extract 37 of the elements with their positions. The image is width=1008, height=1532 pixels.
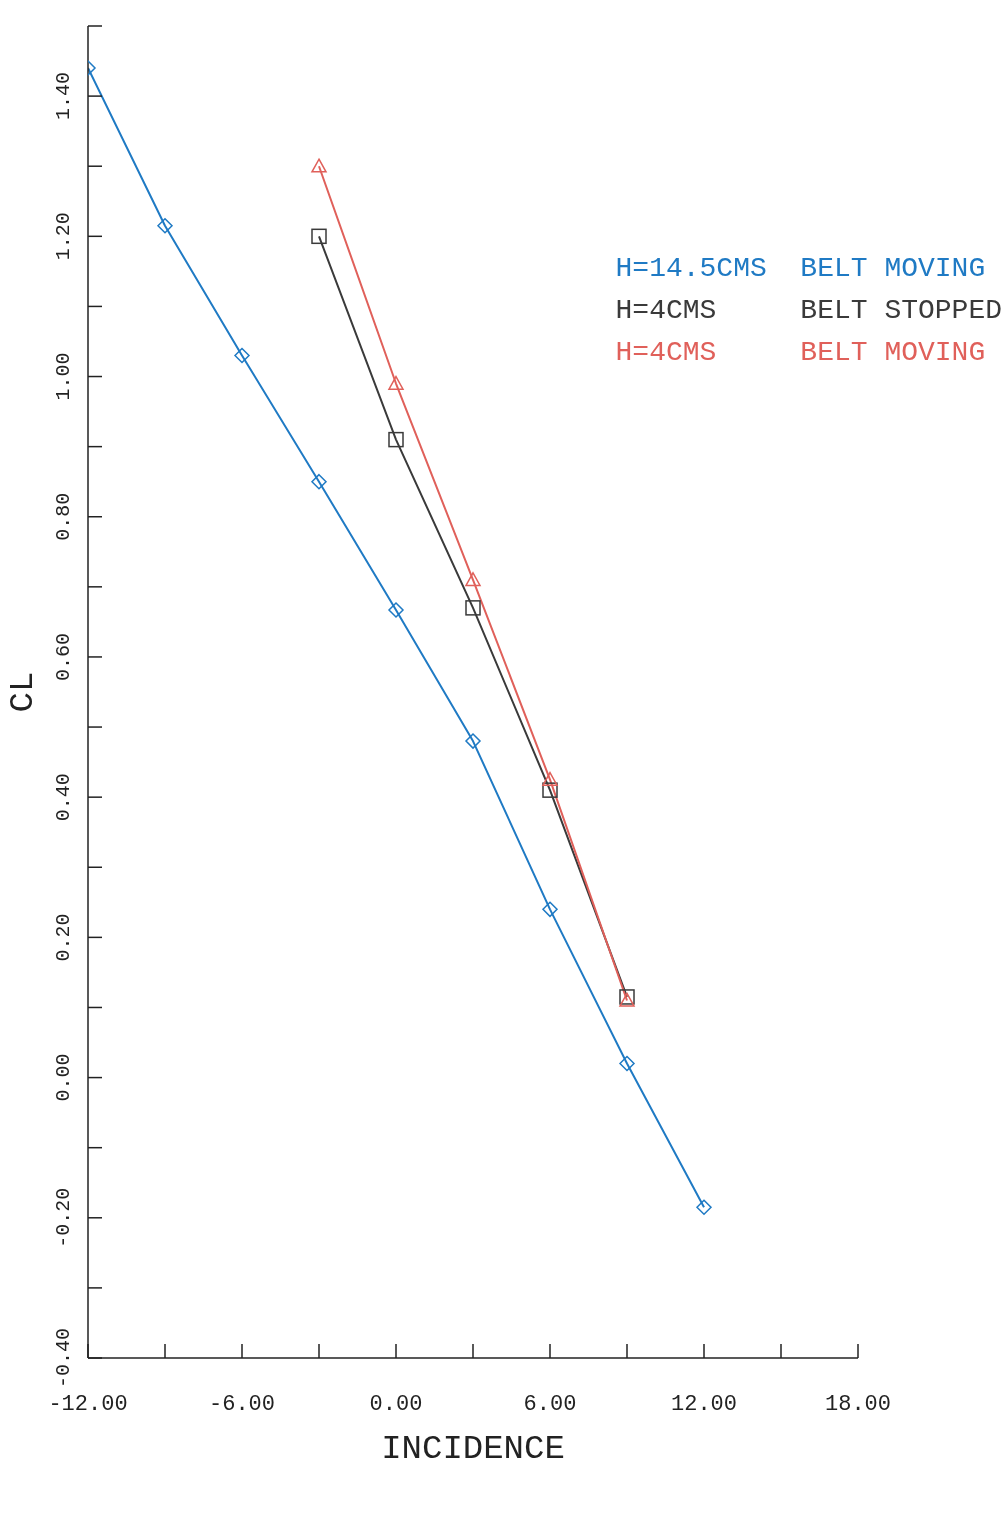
point — [542, 771, 558, 786]
text: H=14.5CMS BELT MOVING — [615, 252, 987, 286]
x-tick-label: -6.00 — [208, 1392, 276, 1417]
x-tick-label: -12.00 — [48, 1392, 128, 1417]
point — [311, 158, 327, 173]
point — [311, 473, 327, 490]
y-tick-label: 0.80 — [52, 492, 75, 541]
x-tick-label: 12.00 — [670, 1392, 738, 1417]
point — [311, 228, 327, 245]
point — [234, 347, 250, 364]
y-tick-label: -0.40 — [52, 1327, 75, 1389]
point — [542, 901, 558, 918]
point — [388, 375, 404, 390]
x-tick-label: 18.00 — [824, 1392, 892, 1417]
text: H=4CMS BELT STOPPED — [615, 294, 1002, 328]
text: H=4CMS BELT MOVING — [615, 336, 987, 370]
x-tick-label: 0.00 — [369, 1392, 423, 1417]
point — [619, 1055, 635, 1072]
y-tick-label: 1.40 — [52, 72, 75, 121]
point — [542, 782, 558, 798]
point — [465, 733, 481, 749]
point — [465, 572, 481, 587]
y-tick-label: 0.00 — [52, 1053, 75, 1102]
y-tick-label: 0.40 — [52, 773, 75, 822]
point — [465, 600, 481, 616]
point — [157, 218, 173, 234]
y-tick-label: 1.20 — [52, 212, 75, 261]
y-tick-label: 0.20 — [52, 913, 75, 962]
y-tick-label: -0.20 — [52, 1187, 75, 1248]
x-tick-label: 6.00 — [523, 1392, 577, 1417]
point — [696, 1199, 712, 1216]
y-tick-label: 0.60 — [52, 632, 75, 681]
y-tick-label: 1.00 — [52, 352, 75, 401]
point — [388, 602, 404, 618]
point — [388, 431, 404, 448]
x-axis-title: INCIDENCE — [381, 1430, 565, 1468]
y-axis-title: CL — [4, 671, 43, 713]
